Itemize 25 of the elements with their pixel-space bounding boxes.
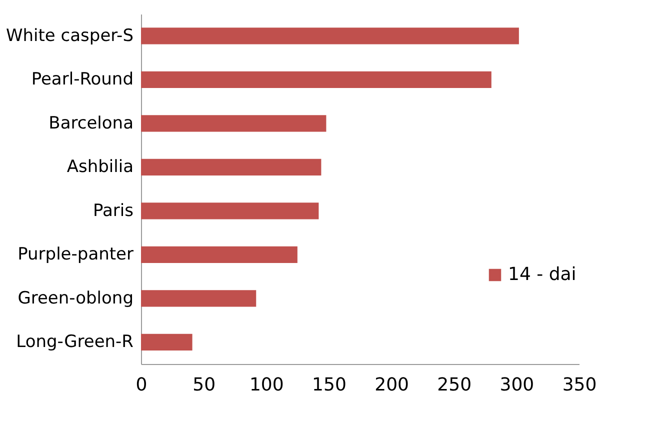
x-tick-label: 150	[312, 374, 346, 396]
bar	[141, 28, 519, 44]
bar	[141, 71, 492, 88]
x-tick-label: 100	[249, 374, 284, 396]
x-tick-label: 350	[562, 374, 597, 396]
y-tick-label: White casper-S	[6, 26, 134, 46]
x-tick-label: 50	[192, 374, 216, 396]
x-tick-label: 300	[500, 374, 534, 396]
y-tick-label: Paris	[93, 200, 134, 221]
bar	[141, 158, 322, 176]
y-tick-label: Barcelona	[48, 113, 134, 134]
legend-label: 14 - dai	[508, 264, 576, 285]
y-tick-label: Pearl-Round	[31, 70, 134, 90]
bar	[141, 115, 326, 132]
bar	[141, 290, 256, 307]
y-tick-label: Ashbilia	[66, 157, 134, 178]
x-tick-label: 0	[136, 374, 148, 396]
x-tick-label: 250	[437, 374, 472, 396]
bar	[141, 202, 319, 220]
bar	[141, 334, 192, 350]
y-tick-label: Purple-panter	[18, 244, 134, 265]
y-tick-label: Green-oblong	[18, 288, 134, 308]
y-tick-label: Long-Green-R	[16, 332, 134, 352]
x-tick-label: 200	[374, 374, 409, 396]
bar	[141, 246, 298, 263]
